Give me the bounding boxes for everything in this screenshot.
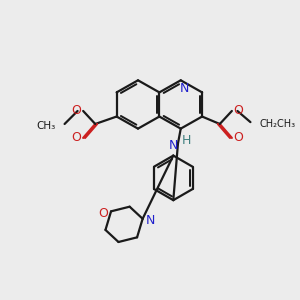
Text: O: O [233, 131, 243, 144]
Text: H: H [182, 134, 191, 147]
Text: CH₃: CH₃ [36, 121, 55, 131]
Text: N: N [169, 139, 178, 152]
Text: N: N [146, 214, 155, 227]
Text: CH₂CH₃: CH₂CH₃ [260, 119, 296, 129]
Text: O: O [72, 104, 82, 118]
Text: O: O [72, 131, 82, 144]
Text: O: O [99, 207, 109, 220]
Text: N: N [180, 82, 189, 95]
Text: O: O [233, 104, 243, 118]
